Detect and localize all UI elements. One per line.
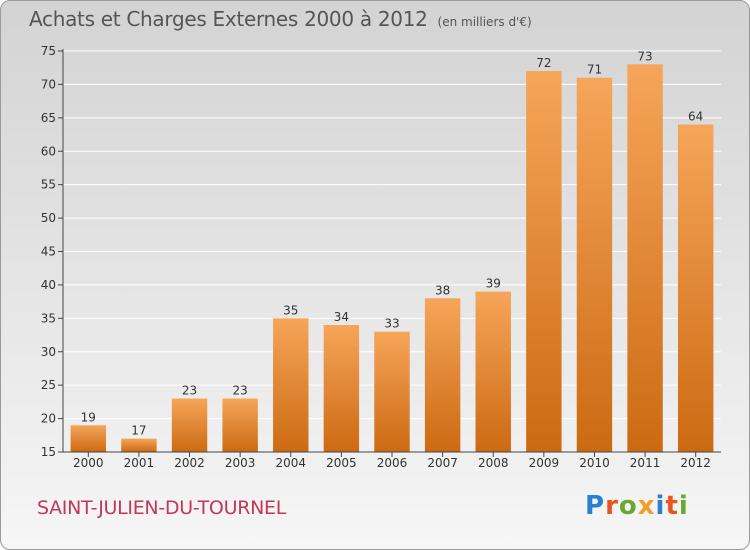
bar — [576, 77, 613, 452]
x-tick-label: 2006 — [377, 456, 408, 470]
bar — [70, 425, 107, 452]
chart-title: Achats et Charges Externes 2000 à 2012 — [29, 7, 428, 31]
y-tick-label: 55 — [41, 178, 56, 192]
bar — [171, 398, 208, 452]
bar — [323, 325, 360, 452]
y-tick-label: 65 — [41, 111, 56, 125]
bar — [273, 318, 309, 452]
brand-letter: i — [655, 491, 666, 521]
bar — [424, 298, 461, 452]
y-tick-label: 40 — [41, 278, 56, 292]
x-tick-label: 2005 — [326, 456, 357, 470]
brand-letter: t — [665, 491, 679, 521]
data-label: 33 — [384, 317, 399, 331]
proxiti-logo: Proxiti — [585, 491, 689, 521]
data-label: 39 — [486, 277, 501, 291]
y-tick-label: 20 — [41, 412, 56, 426]
y-tick-label: 35 — [41, 311, 56, 325]
x-tick-label: 2004 — [275, 456, 306, 470]
x-tick-label: 2008 — [478, 456, 509, 470]
data-label: 23 — [233, 384, 248, 398]
y-tick-label: 50 — [41, 211, 56, 225]
bar — [627, 64, 663, 452]
x-tick-label: 2012 — [680, 456, 711, 470]
bar — [374, 331, 410, 452]
bar — [475, 291, 511, 452]
data-label: 17 — [131, 424, 146, 438]
data-label: 72 — [536, 56, 551, 70]
bar — [121, 438, 157, 452]
x-tick-label: 2003 — [225, 456, 256, 470]
data-label: 71 — [587, 63, 602, 77]
title-row: Achats et Charges Externes 2000 à 2012 (e… — [29, 7, 532, 31]
brand-letter: P — [585, 491, 606, 521]
data-label: 64 — [688, 110, 703, 124]
brand-letter: i — [678, 491, 689, 521]
x-tick-label: 2007 — [427, 456, 458, 470]
bar — [222, 398, 258, 452]
x-tick-label: 2002 — [174, 456, 205, 470]
brand-letter: r — [605, 491, 619, 521]
data-label: 23 — [182, 384, 197, 398]
y-tick-label: 45 — [41, 245, 56, 259]
y-tick-label: 15 — [41, 445, 56, 459]
y-tick-label: 70 — [41, 77, 56, 91]
y-tick-label: 75 — [41, 44, 56, 58]
bar — [526, 71, 562, 453]
brand-letter: x — [637, 491, 656, 521]
x-tick-label: 2001 — [124, 456, 155, 470]
x-tick-label: 2011 — [630, 456, 661, 470]
chart-subtitle: (en milliers d'€) — [437, 15, 532, 29]
x-tick-label: 2009 — [529, 456, 560, 470]
data-label: 73 — [637, 49, 652, 63]
x-tick-label: 2010 — [579, 456, 610, 470]
y-tick-label: 25 — [41, 378, 56, 392]
brand-letter: o — [618, 491, 638, 521]
data-label: 19 — [81, 410, 96, 424]
y-tick-label: 30 — [41, 345, 56, 359]
town-name: SAINT-JULIEN-DU-TOURNEL — [37, 497, 286, 519]
data-label: 34 — [334, 310, 349, 324]
data-label: 38 — [435, 283, 450, 297]
x-tick-label: 2000 — [73, 456, 104, 470]
data-label: 35 — [283, 303, 298, 317]
y-tick-label: 60 — [41, 144, 56, 158]
bar — [677, 124, 714, 453]
